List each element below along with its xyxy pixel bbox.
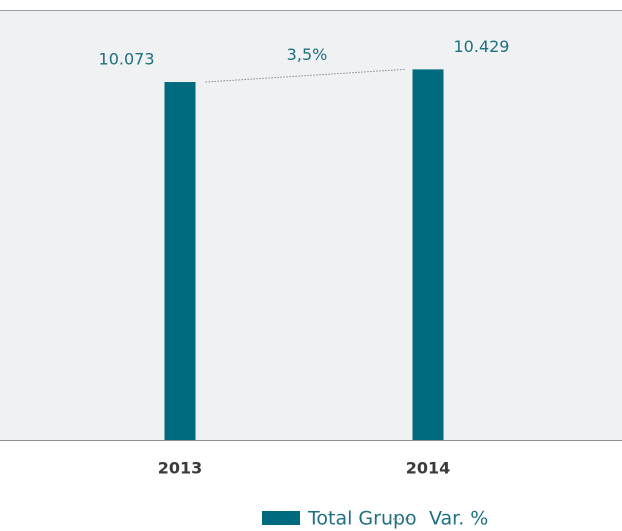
variation-label: 3,5% [287,45,328,64]
category-label: 2013 [158,459,203,478]
variation-line [205,68,405,83]
legend-swatch [262,511,300,525]
legend-label: Total Grupo [307,508,417,530]
category-label: 2014 [406,459,451,478]
value-label: 10.073 [99,50,155,69]
legend-label: Var. % [429,508,488,530]
value-label: 10.429 [454,37,510,56]
bar [412,69,444,441]
bar [164,82,196,441]
plot-background [0,10,622,440]
